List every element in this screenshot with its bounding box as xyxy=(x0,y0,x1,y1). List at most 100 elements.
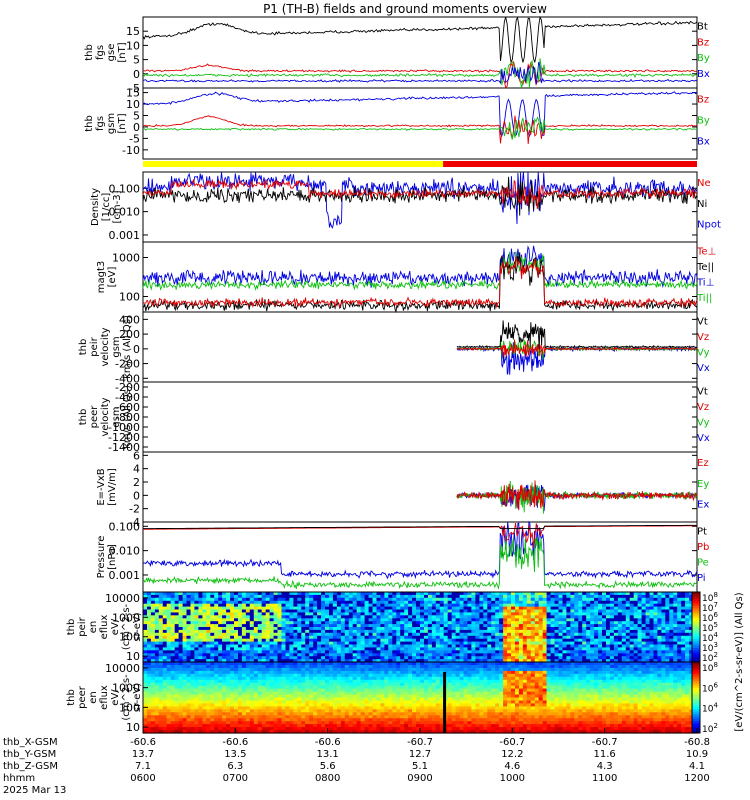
spectrogram-cell xyxy=(522,650,528,654)
spectrogram-cell xyxy=(562,647,568,651)
spectrogram-cell xyxy=(348,615,354,619)
spectrogram-cell xyxy=(218,627,223,631)
spectrogram-cell xyxy=(309,644,314,648)
spectrogram-cell xyxy=(277,730,283,734)
spectrogram-cell xyxy=(364,618,370,622)
spectrogram-cell xyxy=(186,592,192,596)
spectrogram-cell xyxy=(586,635,591,640)
spectrogram-cell xyxy=(534,612,540,616)
spectrogram-cell xyxy=(329,600,334,605)
spectrogram-cell xyxy=(435,606,441,611)
spectrogram-cell xyxy=(301,612,306,616)
spectrogram-cell xyxy=(570,594,575,599)
spectrogram-cell xyxy=(459,597,465,602)
spectrogram-cell xyxy=(408,638,413,643)
spectrogram-cell xyxy=(214,600,219,605)
spectrogram-cell xyxy=(178,718,184,722)
spectrogram-cell xyxy=(214,629,219,634)
spectrogram-cell xyxy=(222,641,227,646)
spectrogram-cell xyxy=(352,635,358,640)
spectrogram-cell xyxy=(518,641,524,646)
spectrogram-cell xyxy=(297,641,302,646)
spectrogram-cell xyxy=(170,718,176,722)
spectrogram-cell xyxy=(364,688,370,693)
spectrogram-cell xyxy=(234,641,239,646)
spectrogram-cell xyxy=(269,656,275,660)
spectrogram-cell xyxy=(677,656,682,660)
spectrogram-cell xyxy=(241,609,247,613)
spectrogram-cell xyxy=(408,659,413,663)
spectrogram-cell xyxy=(218,670,223,675)
spectrogram-cell xyxy=(617,656,623,660)
spectrogram-cell xyxy=(673,615,678,619)
spectrogram-cell xyxy=(435,644,441,648)
spectrogram-cell xyxy=(665,597,670,602)
spectrogram-cell xyxy=(435,656,441,660)
spectrogram-cell xyxy=(202,638,207,643)
spectrogram-cell xyxy=(198,659,203,663)
spectrogram-cell xyxy=(594,647,599,651)
spectrogram-cell xyxy=(613,606,619,611)
spectrogram-cell xyxy=(566,594,571,599)
spectrogram-cell xyxy=(143,656,148,660)
spectrogram-cell xyxy=(356,703,362,707)
spectrogram-cell xyxy=(443,603,449,608)
spectrogram-cell xyxy=(396,638,401,643)
legend-entry: Vt xyxy=(697,387,708,398)
spectrogram-cell xyxy=(285,629,291,634)
spectrogram-cell xyxy=(253,629,259,634)
spectrogram-cell xyxy=(198,618,203,622)
spectrogram-cell xyxy=(166,703,172,707)
spectrogram-cell xyxy=(360,641,366,646)
spectrogram-cell xyxy=(158,730,164,734)
spectrogram-cell xyxy=(416,647,421,651)
spectrogram-cell xyxy=(689,635,694,640)
spectrogram-cell xyxy=(162,712,168,716)
spectrogram-cell xyxy=(309,638,314,643)
spectrogram-cell xyxy=(241,644,247,648)
spectrogram-cell xyxy=(356,615,362,619)
spectrogram-cell xyxy=(154,718,160,722)
spectrogram-cell xyxy=(218,662,223,666)
spectrogram-cell xyxy=(194,606,199,611)
spectrogram-cell xyxy=(613,609,619,613)
spectrogram-cell xyxy=(147,650,152,654)
spectrogram-cell xyxy=(182,629,188,634)
spectrogram-cell xyxy=(198,688,203,693)
spectrogram-cell xyxy=(649,656,655,660)
spectrogram-cell xyxy=(336,632,342,637)
series-Te-perp xyxy=(142,256,698,309)
spectrogram-cell xyxy=(534,597,540,602)
spectrogram-cell xyxy=(178,644,184,648)
spectrogram-cell xyxy=(309,706,314,710)
spectrogram-cell xyxy=(356,715,362,719)
spectrogram-cell xyxy=(384,603,389,608)
spectrogram-cell xyxy=(629,609,635,613)
spectrogram-cell xyxy=(289,621,294,625)
spectrogram-cell xyxy=(352,694,358,699)
spectrogram-cell xyxy=(447,600,453,605)
spectrogram-cell xyxy=(507,632,512,637)
spectrogram-cell xyxy=(277,638,283,643)
spectrogram-cell xyxy=(214,700,219,705)
spectrogram-cell xyxy=(613,592,619,596)
spectrogram-cell xyxy=(550,635,556,640)
spectrogram-cell xyxy=(293,718,298,722)
spectrogram-cell xyxy=(530,594,536,599)
spectrogram-cell xyxy=(609,600,615,605)
spectrogram-cell xyxy=(348,697,354,702)
spectrogram-cell xyxy=(293,624,298,628)
spectrogram-cell xyxy=(368,679,374,684)
spectrogram-cell xyxy=(206,656,211,660)
spectrogram-cell xyxy=(649,641,655,646)
spectrogram-cell xyxy=(586,592,591,596)
spectrogram-cell xyxy=(261,676,267,681)
spectrogram-cell xyxy=(198,624,203,628)
spectrogram-cell xyxy=(238,603,243,608)
spectrogram-cell xyxy=(645,629,651,634)
spectrogram-cell xyxy=(455,656,461,660)
spectrogram-cell xyxy=(649,627,655,631)
spectrogram-cell xyxy=(332,647,338,651)
spectrogram-cell xyxy=(261,615,267,619)
spectrogram-cell xyxy=(661,618,666,622)
